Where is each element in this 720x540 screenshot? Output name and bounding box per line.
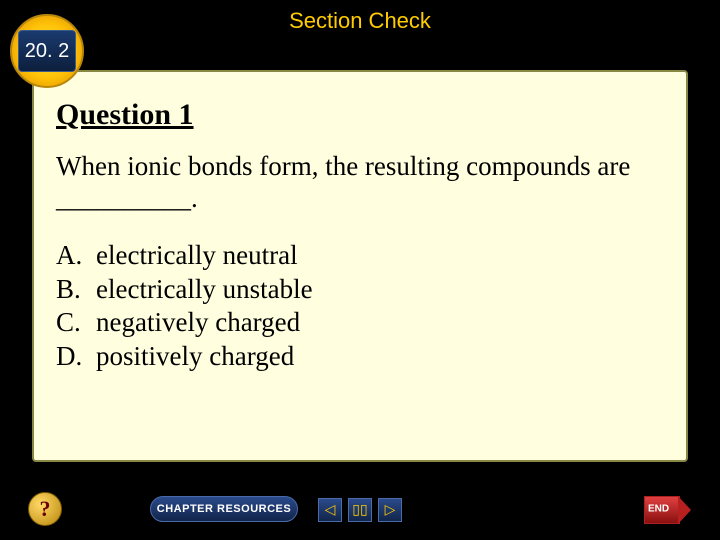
arrow-end-icon: END [644,496,690,522]
answer-list: A. electrically neutral B. electrically … [56,239,664,374]
next-button[interactable]: ▷ [378,498,402,522]
answer-letter: A. [56,239,96,273]
chapter-resources-button[interactable]: CHAPTER RESOURCES [150,496,298,522]
answer-text: electrically neutral [96,239,298,273]
answer-option: A. electrically neutral [56,239,664,273]
content-panel: Question 1 When ionic bonds form, the re… [32,70,688,462]
navbar: ? CHAPTER RESOURCES ◁ ▯▯ ▷ END [0,482,720,532]
answer-text: negatively charged [96,306,300,340]
answer-letter: C. [56,306,96,340]
section-title: Section Check [0,8,720,34]
question-text: When ionic bonds form, the resulting com… [56,150,664,215]
triangle-left-icon: ◁ [325,502,336,519]
help-icon: ? [40,496,51,522]
answer-text: electrically unstable [96,273,313,307]
question-title: Question 1 [56,98,664,132]
pause-button[interactable]: ▯▯ [348,498,372,522]
chapter-resources-label: CHAPTER RESOURCES [157,503,291,515]
nav-controls: ◁ ▯▯ ▷ [318,498,402,522]
help-button[interactable]: ? [28,492,62,526]
end-button[interactable]: END [642,494,692,524]
end-label: END [648,504,669,515]
prev-button[interactable]: ◁ [318,498,342,522]
answer-option: D. positively charged [56,340,664,374]
answer-letter: D. [56,340,96,374]
pause-icon: ▯▯ [352,502,367,519]
answer-option: B. electrically unstable [56,273,664,307]
answer-option: C. negatively charged [56,306,664,340]
section-badge: 20. 2 [10,14,84,88]
section-number: 20. 2 [18,30,76,72]
answer-text: positively charged [96,340,294,374]
triangle-right-icon: ▷ [385,502,396,519]
answer-letter: B. [56,273,96,307]
